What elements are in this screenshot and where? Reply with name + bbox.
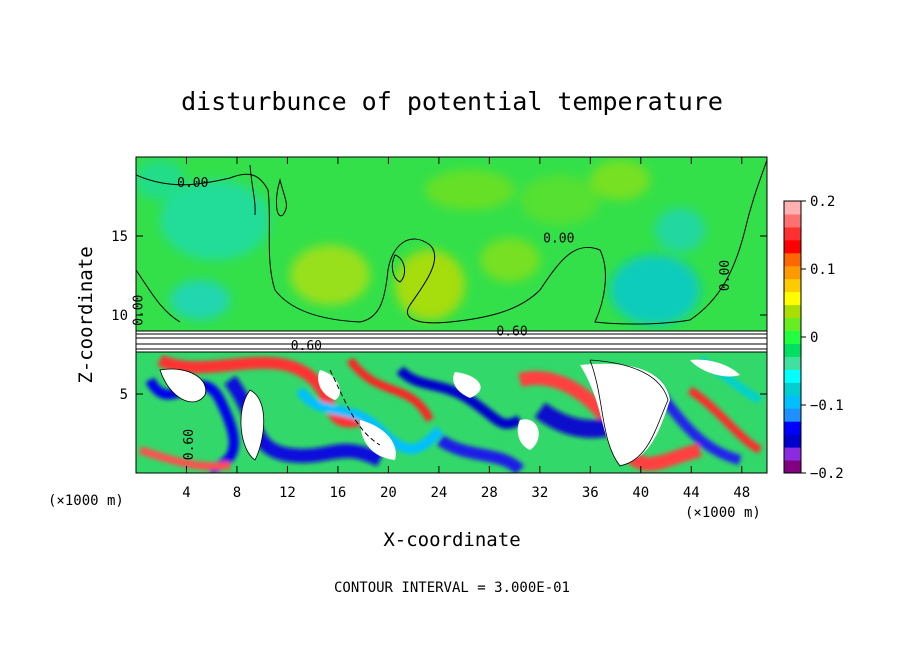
- colorbar-swatch: [784, 343, 801, 357]
- contour-label: 0.60: [496, 325, 527, 340]
- y-tick-label: 5: [120, 387, 128, 403]
- x-tick-label: 20: [380, 485, 397, 501]
- colorbar-swatch: [784, 226, 801, 241]
- x-tick-label: 24: [430, 485, 447, 501]
- contour-label: 0.60: [291, 339, 322, 354]
- colorbar-swatch: [784, 421, 801, 435]
- x-tick-label: 48: [733, 485, 750, 501]
- colorbar-swatch: [784, 278, 801, 293]
- x-unit-right: (×1000 m): [685, 505, 761, 521]
- contour-label: 0.60: [182, 429, 197, 460]
- colorbar-swatch: [784, 434, 801, 448]
- colorbar-swatch: [784, 369, 801, 383]
- contour-label: 0.00: [718, 260, 733, 291]
- x-tick-label: 44: [683, 485, 700, 501]
- contour-interval-note: CONTOUR INTERVAL = 3.000E-01: [334, 580, 570, 596]
- x-tick-label: 32: [531, 485, 548, 501]
- colorbar-swatch: [784, 317, 801, 332]
- contour-label: 0.00: [177, 176, 208, 191]
- colorbar-swatch: [784, 447, 801, 461]
- contour-labels: 0.00 0.00 0.00 0.00 0.60 0.60 0.60: [131, 176, 733, 460]
- colorbar-tick-label: 0.1: [810, 262, 835, 278]
- colorbar-swatch: [784, 304, 801, 319]
- colorbar: 0.2 0.1 0 −0.1 −0.2: [783, 194, 844, 482]
- x-tick-label: 40: [632, 485, 649, 501]
- white-regions: [160, 359, 740, 465]
- x-tick-label: 36: [582, 485, 599, 501]
- colorbar-swatch: [784, 395, 801, 409]
- y-tick-label: 15: [111, 229, 128, 245]
- heatmap-field: [136, 157, 767, 473]
- x-tick-label: 8: [233, 485, 241, 501]
- colorbar-swatch: [784, 356, 801, 370]
- contour-label: 0.00: [131, 295, 146, 326]
- colorbar-swatch: [784, 265, 801, 280]
- x-tick-label: 16: [329, 485, 346, 501]
- contour-label: 0.00: [543, 231, 574, 246]
- contour-lines: [136, 159, 767, 467]
- colorbar-tick-label: −0.2: [810, 466, 844, 482]
- x-tick-label: 12: [279, 485, 296, 501]
- colorbar-swatch: [784, 460, 801, 474]
- colorbar-swatch: [784, 382, 801, 396]
- x-tick-label: 28: [481, 485, 498, 501]
- colorbar-swatch: [784, 201, 801, 215]
- colorbar-swatch: [784, 239, 801, 254]
- colorbar-tick-label: 0.2: [810, 194, 835, 210]
- y-axis: 5 10 15: [111, 229, 767, 403]
- colorbar-swatch: [784, 408, 801, 422]
- colorbar-swatch: [784, 330, 801, 344]
- colorbar-swatch: [784, 291, 801, 306]
- colorbar-tick-label: −0.1: [810, 398, 844, 414]
- x-axis-label: X-coordinate: [383, 529, 520, 551]
- colorbar-tick-label: 0: [810, 330, 818, 346]
- colorbar-swatch: [784, 213, 801, 228]
- y-tick-label: 10: [111, 308, 128, 324]
- x-tick-label: 4: [182, 485, 190, 501]
- chart-title: disturbunce of potential temperature: [181, 87, 723, 116]
- x-unit-left: (×1000 m): [48, 493, 124, 509]
- colorbar-swatch: [784, 252, 801, 267]
- y-axis-label: Z-coordinate: [75, 246, 97, 383]
- x-axis: 4 8 12 16 20 24 28 32 36 40 44 48: [182, 157, 750, 501]
